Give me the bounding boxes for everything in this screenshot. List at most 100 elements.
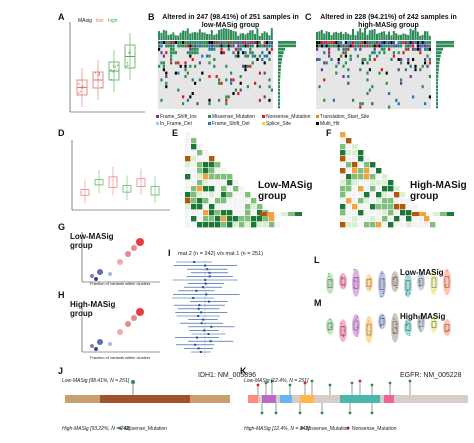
panel-b-cell (196, 44, 199, 48)
panel-b-cell (184, 64, 187, 68)
panel-h-point (131, 315, 137, 321)
panel-b-cell (263, 54, 266, 58)
panel-c-cell (332, 44, 335, 48)
panel-b-cell (198, 61, 201, 65)
panel-m-point (340, 322, 342, 324)
panel-e-cell (209, 156, 215, 162)
panel-e-cell (191, 186, 197, 192)
panel-b-cell (258, 44, 261, 48)
panel-m-box (392, 321, 398, 334)
panel-c-top-bar (356, 31, 359, 40)
panel-h-point (94, 347, 98, 351)
panel-c-top-bar (349, 34, 352, 40)
panel-e-cell (203, 186, 209, 192)
panel-b-cell (174, 51, 177, 55)
panel-g-point (136, 238, 144, 246)
panel-b-cell (179, 44, 182, 48)
panel-b-side-bar (278, 92, 280, 95)
panel-b-top-bar (198, 29, 201, 40)
panel-b-cell (213, 64, 216, 68)
panel-e-colorbar (274, 212, 281, 216)
panel-c-top-bar (419, 35, 422, 40)
panel-m-point (356, 315, 359, 318)
panel-f-cell (406, 210, 412, 216)
panel-b-cell (165, 85, 168, 89)
panel-l-point (353, 286, 355, 289)
panel-e-cell (263, 216, 269, 222)
panel-k-domain (262, 395, 276, 403)
panel-e-cell (191, 150, 197, 156)
panel-f-colorbar (440, 212, 447, 216)
panel-c-side-bar (436, 102, 438, 105)
panel-a-legend-high: high (108, 18, 118, 24)
panel-c-cell (366, 71, 369, 75)
panel-c-cell (342, 75, 345, 78)
panel-i-estimate (208, 271, 211, 274)
panel-b-cell (244, 41, 247, 44)
panel-f-cell (358, 186, 364, 192)
panel-f-cell (412, 222, 418, 228)
panel-c-cell (397, 51, 400, 55)
panel-c-cell (373, 47, 376, 51)
panel-letter-c: C (305, 12, 312, 22)
legend-nonsense: Nonsense_Mutation (266, 114, 311, 120)
panel-b-cell (230, 44, 233, 48)
panel-i-estimate (199, 351, 202, 353)
panel-b-cell (249, 51, 252, 55)
panel-b-cell (158, 44, 161, 48)
panel-c-cell (414, 68, 417, 72)
panel-a-point (79, 91, 81, 93)
panel-f-cell (358, 180, 364, 186)
panel-m-point (382, 317, 384, 319)
panel-m-box (327, 322, 333, 330)
panel-g-point (125, 251, 131, 257)
panel-b-side-bar (278, 41, 296, 44)
panel-f-cell (352, 216, 358, 222)
panel-f-cell (340, 156, 346, 162)
panel-m-point (405, 321, 408, 323)
panel-c-cell (428, 44, 431, 48)
panel-l-point (420, 274, 422, 276)
panel-e-cell (185, 192, 191, 198)
panel-i-estimate (204, 264, 207, 267)
panel-e-cell (227, 192, 233, 198)
panel-b-cell (256, 44, 259, 48)
panel-b-cell (225, 44, 228, 48)
panel-b-cell (218, 44, 221, 48)
panel-b-cell (244, 51, 247, 55)
panel-f-cell (412, 204, 418, 210)
panel-b-top-bar (215, 33, 218, 40)
panel-e-cell (227, 204, 233, 210)
panel-f-cell (424, 222, 430, 228)
panel-c-cell (340, 54, 343, 58)
panel-l-point (431, 270, 433, 272)
panel-f-cell (364, 186, 370, 192)
panel-e-cell (197, 216, 203, 222)
panel-b-cell (232, 92, 235, 95)
panel-f-cell (388, 222, 394, 228)
panel-f-cell (364, 210, 370, 216)
panel-e-cell (185, 216, 191, 222)
panel-c-cell (318, 85, 321, 89)
legend-swatch (156, 122, 159, 125)
panel-b-cell (160, 61, 163, 65)
panel-e-cell (197, 144, 203, 150)
panel-e-cell (185, 180, 191, 186)
panel-b-top-bar (242, 33, 244, 40)
panel-b-cell (184, 61, 187, 65)
panel-g-point (117, 259, 123, 265)
panel-c-top-bar (328, 32, 330, 40)
panel-c-cell (378, 44, 381, 48)
panel-c-top-bar (412, 30, 414, 40)
panel-c-top-bar (383, 31, 386, 40)
panel-a-point (82, 85, 84, 87)
panel-f-cell (370, 168, 376, 174)
panel-b-cell (194, 47, 197, 51)
panel-f-cell (406, 204, 412, 210)
panel-letter-b: B (148, 12, 155, 22)
panel-l-point (396, 287, 398, 289)
panel-b-cell (182, 41, 185, 44)
panel-d-box (122, 185, 132, 193)
panel-f-cell (340, 210, 346, 216)
panel-l-point (353, 268, 355, 271)
